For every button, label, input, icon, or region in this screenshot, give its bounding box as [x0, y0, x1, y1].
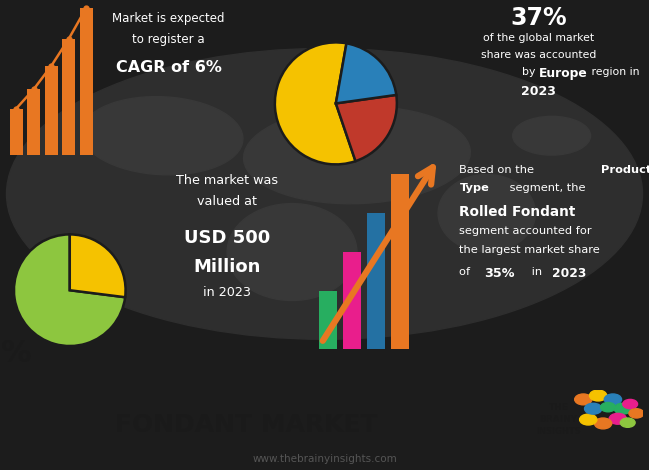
Text: Rolled Fondant: Rolled Fondant — [459, 205, 576, 219]
Text: of the global market: of the global market — [483, 33, 594, 43]
Bar — [391, 174, 409, 349]
Circle shape — [585, 403, 602, 414]
Text: 37%: 37% — [510, 6, 567, 30]
Circle shape — [580, 414, 597, 425]
Wedge shape — [70, 235, 125, 297]
Bar — [343, 252, 361, 349]
Circle shape — [614, 403, 631, 414]
Text: %: % — [1, 338, 32, 368]
Text: Based on the: Based on the — [459, 165, 538, 175]
Ellipse shape — [513, 116, 591, 155]
Text: segment, the: segment, the — [506, 183, 585, 193]
Text: share was accounted: share was accounted — [481, 50, 596, 60]
Text: FONDANT MARKET: FONDANT MARKET — [116, 413, 378, 437]
Text: 2023: 2023 — [521, 85, 556, 98]
Text: THE: THE — [548, 403, 569, 412]
Circle shape — [600, 402, 615, 412]
Text: INSIGHTS: INSIGHTS — [536, 428, 581, 437]
Text: USD 500: USD 500 — [184, 229, 270, 247]
Ellipse shape — [227, 204, 357, 300]
Text: region in: region in — [588, 67, 639, 77]
Wedge shape — [14, 235, 125, 346]
Circle shape — [623, 400, 637, 409]
Text: Europe: Europe — [539, 67, 587, 80]
Bar — [367, 213, 385, 349]
Bar — [27, 89, 40, 155]
Text: valued at: valued at — [197, 195, 257, 208]
Polygon shape — [36, 266, 58, 289]
Text: The market was: The market was — [176, 174, 278, 188]
Text: in: in — [528, 267, 545, 277]
Text: Type: Type — [459, 183, 489, 193]
Ellipse shape — [6, 48, 643, 339]
Bar — [319, 291, 337, 349]
Text: by: by — [522, 67, 539, 77]
Ellipse shape — [82, 97, 243, 175]
Text: Market is expected: Market is expected — [112, 12, 225, 24]
Text: Product: Product — [601, 165, 649, 175]
Circle shape — [589, 390, 607, 401]
Bar — [62, 39, 75, 155]
Text: segment accounted for: segment accounted for — [459, 226, 592, 235]
Wedge shape — [275, 42, 356, 164]
Wedge shape — [336, 43, 397, 103]
Text: in 2023: in 2023 — [203, 286, 251, 299]
Text: of: of — [459, 267, 474, 277]
Bar — [45, 66, 58, 155]
Circle shape — [620, 418, 635, 427]
Text: BRAINY: BRAINY — [539, 415, 578, 424]
Ellipse shape — [243, 106, 471, 204]
Wedge shape — [336, 95, 397, 161]
Circle shape — [575, 394, 592, 405]
Bar — [80, 8, 93, 155]
Bar — [10, 109, 23, 155]
Ellipse shape — [438, 174, 535, 252]
Text: the largest market share: the largest market share — [459, 245, 600, 255]
Text: 2023: 2023 — [552, 267, 586, 280]
Circle shape — [609, 414, 626, 424]
Text: to register a: to register a — [132, 33, 205, 46]
Text: 35%: 35% — [484, 267, 515, 280]
Circle shape — [594, 418, 611, 429]
Text: Million: Million — [193, 258, 261, 276]
Circle shape — [604, 394, 622, 405]
Text: CAGR of 6%: CAGR of 6% — [116, 60, 222, 75]
Text: www.thebrainyinsights.com: www.thebrainyinsights.com — [252, 454, 397, 464]
Circle shape — [629, 409, 644, 418]
